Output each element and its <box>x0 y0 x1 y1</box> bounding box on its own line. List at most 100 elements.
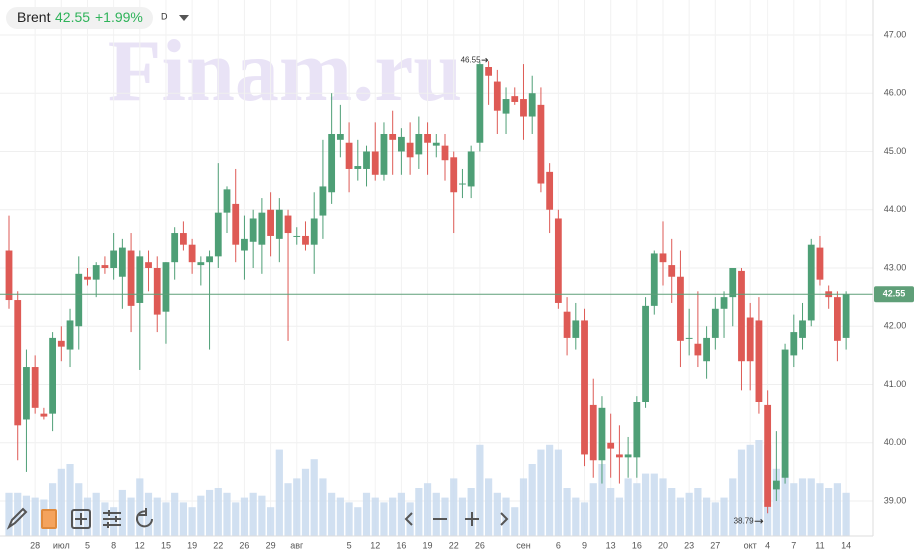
volume-bar <box>580 502 589 536</box>
candle-body <box>424 134 431 143</box>
volume-bar <box>118 489 126 536</box>
interval[interactable]: D <box>161 11 168 21</box>
y-tick-label: 45.00 <box>884 146 907 156</box>
candle-body <box>40 413 48 417</box>
candle-body <box>581 320 588 455</box>
volume-bar <box>833 483 841 536</box>
candle-body <box>14 300 22 426</box>
candle-body <box>206 256 213 263</box>
x-tick-label: 14 <box>841 540 851 550</box>
candle-body <box>703 337 710 362</box>
candle-body <box>258 212 266 245</box>
volume-bar <box>720 497 728 536</box>
candle-body <box>554 218 562 303</box>
volume-bar <box>380 502 388 536</box>
draw-tool[interactable] <box>6 507 28 530</box>
x-tick-label: 26 <box>239 540 249 550</box>
candle-body <box>162 262 170 312</box>
candle-body <box>624 454 632 458</box>
candle-body <box>118 247 126 277</box>
candle-body <box>650 253 658 306</box>
instrument-pill[interactable] <box>6 7 153 29</box>
volume-bar <box>249 492 257 536</box>
volume-bar <box>345 502 353 536</box>
candle-body <box>842 294 850 338</box>
candle-body <box>493 81 501 111</box>
volume-bar <box>275 449 283 536</box>
volume-bar <box>746 444 754 536</box>
candle-body <box>180 233 187 245</box>
volume-bar <box>362 492 371 536</box>
y-tick-label: 43.00 <box>884 262 907 272</box>
price-layer <box>0 61 873 514</box>
candle-body <box>101 265 109 268</box>
candle-body <box>694 343 702 356</box>
candle-body <box>5 250 13 301</box>
volume-bar <box>57 468 65 536</box>
x-tick-label: 16 <box>396 540 406 550</box>
x-tick-label: авг <box>290 540 304 550</box>
settings-tool[interactable] <box>103 510 121 528</box>
volume-bar <box>162 502 170 536</box>
candle-body <box>214 212 222 257</box>
volume-bar <box>92 492 100 536</box>
volume-bar <box>572 497 580 536</box>
candle-body <box>729 268 737 298</box>
candle-body <box>450 157 458 193</box>
y-tick-label: 39.00 <box>884 495 907 505</box>
volume-bar <box>83 497 92 536</box>
min-annotation: 38.79 <box>734 516 755 525</box>
interval-dropdown[interactable] <box>179 15 189 21</box>
candle-body <box>92 265 100 280</box>
candle-body <box>84 276 91 280</box>
x-tick-label: 7 <box>791 540 796 550</box>
candle-body <box>284 215 292 234</box>
volume-bar <box>641 473 650 536</box>
candle-body <box>380 134 388 175</box>
volume-bar <box>528 464 536 536</box>
candle-body <box>171 233 179 263</box>
scroll-left[interactable] <box>404 512 413 526</box>
volume-bar <box>711 502 719 536</box>
candle-body <box>371 151 379 175</box>
candle-body <box>772 480 780 490</box>
candle-body <box>275 209 283 239</box>
volume-bar <box>441 497 449 536</box>
volume-bar <box>258 495 266 536</box>
candle-body <box>31 367 39 408</box>
candle-body <box>502 99 510 114</box>
max-annotation: 46.55 <box>461 55 482 64</box>
notes-tool[interactable] <box>41 509 57 529</box>
volume-bar <box>136 478 144 536</box>
volume-bar <box>153 497 161 536</box>
candle-body <box>197 262 205 266</box>
x-tick-label: июл <box>53 540 70 550</box>
zoom-in[interactable] <box>465 512 479 526</box>
candle-body <box>232 203 240 245</box>
volume-bar <box>22 495 31 536</box>
candle-body <box>711 308 719 338</box>
reset-tool[interactable] <box>136 508 153 528</box>
volume-bar <box>563 488 571 536</box>
volume-bar <box>476 444 484 536</box>
x-tick-label: 9 <box>582 540 587 550</box>
y-tick-label: 47.00 <box>884 29 907 39</box>
add-icon <box>75 513 87 525</box>
x-tick-label: 5 <box>347 540 352 550</box>
scroll-right[interactable] <box>500 512 509 526</box>
candle-body <box>136 256 144 303</box>
candle-body <box>738 270 745 362</box>
volume-bar <box>144 492 153 536</box>
candle-body <box>659 253 667 263</box>
volume-bar <box>694 488 702 536</box>
add-indicator[interactable] <box>71 509 91 529</box>
volume-bar <box>432 492 440 536</box>
x-tick-label: 23 <box>684 540 694 550</box>
volume-bar <box>546 444 554 536</box>
candle-body <box>127 250 135 306</box>
candle-body <box>764 404 772 507</box>
candle-body <box>781 349 789 478</box>
x-tick-label: 8 <box>111 540 116 550</box>
volume-bar <box>659 478 667 536</box>
